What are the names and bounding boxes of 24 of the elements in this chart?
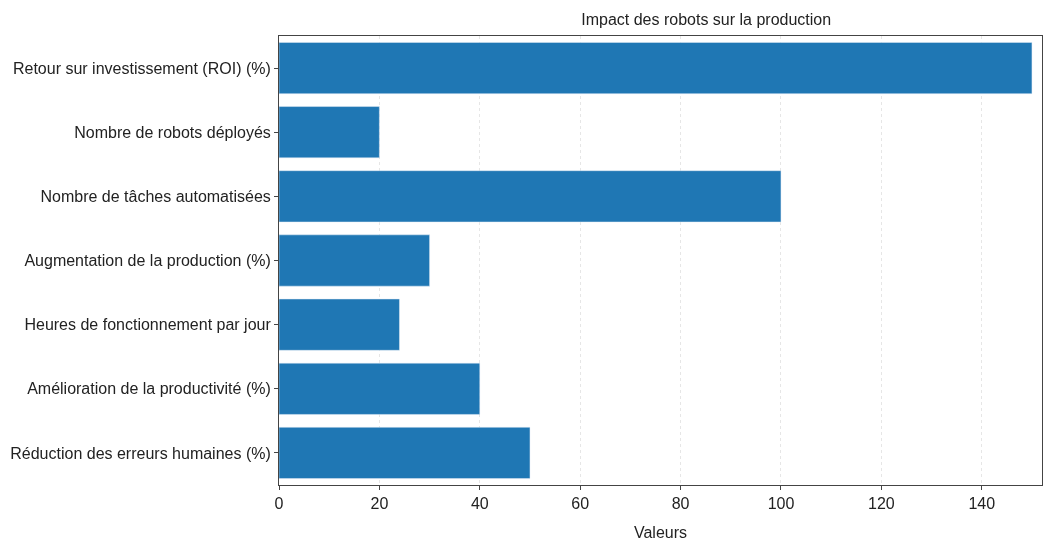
bar xyxy=(279,427,531,479)
x-tick-label: 120 xyxy=(868,495,895,513)
x-tick-label: 100 xyxy=(767,495,795,513)
bar xyxy=(279,42,1033,94)
x-tick-label: 0 xyxy=(274,495,284,513)
y-tick-label: Nombre de robots déployés xyxy=(74,123,271,141)
x-tick-label: 80 xyxy=(671,495,690,513)
x-tick-label: 140 xyxy=(968,495,996,513)
y-tick-label: Retour sur investissement (ROI) (%) xyxy=(12,59,271,77)
x-axis-title: Valeurs xyxy=(633,523,688,541)
x-tick-label: 60 xyxy=(571,495,590,513)
bar xyxy=(279,106,380,159)
bar xyxy=(279,298,400,351)
bar xyxy=(279,234,430,287)
bar xyxy=(279,362,481,415)
x-tick-label: 20 xyxy=(370,495,389,513)
bar xyxy=(279,170,782,223)
y-tick-label: Nombre de tâches automatisées xyxy=(40,187,271,205)
y-tick-label: Amélioration de la productivité (%) xyxy=(27,380,271,398)
chart-title: Impact des robots sur la production xyxy=(581,10,832,28)
y-tick-label: Augmentation de la production (%) xyxy=(24,252,271,270)
y-tick-label: Heures de fonctionnement par jour xyxy=(24,316,272,334)
x-tick-label: 40 xyxy=(470,495,489,513)
y-tick-label: Réduction des erreurs humaines (%) xyxy=(10,444,271,462)
